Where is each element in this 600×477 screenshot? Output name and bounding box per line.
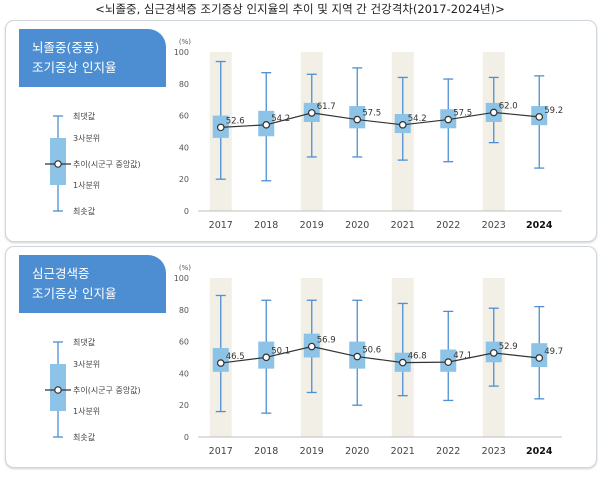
stroke-legend-marker	[54, 160, 62, 168]
stroke-median-marker	[489, 108, 498, 117]
mi-median-marker	[444, 358, 453, 366]
mi-median-data-label: 49.7	[544, 347, 563, 357]
mi-x-tick-label: 2023	[482, 446, 506, 457]
mi-legend-q3-label: 3사분위	[73, 360, 100, 369]
stroke-median-data-label: 61.7	[317, 102, 336, 112]
stroke-y-tick-label: 60	[179, 112, 189, 121]
mi-y-tick-label: 100	[174, 274, 189, 283]
stroke-x-tick-label: 2024	[526, 220, 553, 231]
mi-chart-panel: 심근경색증 조기증상 인지율 (%) 0 20 40 60 80 100 46.5 50.1 56…	[5, 246, 597, 468]
mi-median-data-label: 56.9	[317, 336, 336, 346]
mi-median-data-label: 46.8	[408, 352, 427, 362]
mi-y-tick-label: 20	[179, 401, 189, 410]
stroke-median-marker	[307, 109, 316, 117]
stroke-legend-trend-label: 추이(시군구 중앙값)	[73, 159, 141, 169]
stroke-y-tick-label: 40	[179, 143, 189, 152]
mi-median-marker	[353, 352, 362, 361]
stroke-median-marker	[535, 113, 544, 121]
stroke-median-data-label: 62.0	[499, 101, 518, 111]
mi-legend-max-label: 최댓값	[73, 337, 96, 347]
mi-median-marker	[489, 349, 498, 357]
mi-legend-min-label: 최솟값	[73, 432, 96, 442]
stroke-title-line-1: 뇌졸중(중풍)	[32, 40, 100, 55]
mi-legend-marker	[54, 386, 62, 394]
page-title: <뇌졸중, 심근경색증 조기증상 인지율의 추이 및 지역 간 건강격차(201…	[95, 2, 505, 16]
stroke-x-tick-label: 2023	[482, 220, 506, 231]
mi-median-marker	[398, 358, 407, 367]
mi-median-marker	[535, 354, 544, 362]
stroke-median-data-label: 59.2	[544, 106, 563, 116]
mi-x-tick-label: 2017	[209, 446, 233, 457]
mi-x-tick-label: 2021	[391, 446, 415, 457]
mi-title-line-1: 심근경색증	[32, 266, 90, 281]
mi-median-data-label: 47.1	[453, 351, 472, 361]
mi-x-tick-label: 2020	[345, 446, 369, 457]
stroke-x-tick-label: 2017	[209, 220, 233, 231]
stroke-median-marker	[216, 123, 225, 132]
mi-median-data-label: 52.9	[499, 342, 518, 352]
mi-x-tick-label: 2022	[436, 446, 460, 457]
mi-median-marker	[307, 342, 316, 351]
stroke-median-trend-line	[220, 111, 540, 128]
stroke-median-data-label: 57.5	[362, 109, 381, 119]
mi-chart-title: 심근경색증 조기증상 인지율	[19, 255, 166, 313]
mi-legend-trend-label: 추이(시군구 중앙값)	[73, 385, 141, 395]
stroke-legend-q1-label: 1사분위	[73, 181, 100, 190]
mi-x-tick-label: 2019	[300, 446, 324, 457]
stroke-y-tick-label: 20	[179, 175, 189, 184]
stroke-legend-q3-label: 3사분위	[73, 134, 100, 143]
stroke-x-tick-label: 2022	[436, 220, 460, 231]
stroke-median-data-label: 54.2	[271, 114, 290, 124]
mi-boxplot-chart: (%) 0 20 40 60 80 100 46.5 50.1 56.9 50.6 46.8 47.1 5…	[45, 264, 563, 457]
stroke-title-line-2: 조기증상 인지율	[32, 60, 117, 75]
mi-y-tick-label: 0	[184, 433, 189, 442]
stroke-y-tick-label: 0	[184, 207, 189, 216]
stroke-median-marker	[353, 115, 362, 124]
stroke-median-marker	[262, 121, 271, 129]
stroke-median-marker	[444, 115, 453, 124]
stroke-median-data-label: 52.6	[226, 116, 245, 126]
stroke-median-marker	[398, 121, 407, 129]
stroke-legend-min-label: 최솟값	[73, 206, 96, 216]
stroke-chart-panel: 뇌졸중(중풍) 조기증상 인지율 (%) 0 20 40 60 80 100 52.6 54.2…	[5, 20, 597, 242]
stroke-x-tick-label: 2019	[300, 220, 324, 231]
stroke-legend-max-label: 최댓값	[73, 111, 96, 121]
mi-legend-q1-label: 1사분위	[73, 407, 100, 416]
mi-x-tick-label: 2018	[254, 446, 278, 457]
mi-median-data-label: 46.5	[226, 352, 245, 362]
stroke-y-tick-label: 100	[174, 48, 189, 57]
mi-title-line-2: 조기증상 인지율	[32, 286, 117, 301]
mi-y-tick-label: 60	[179, 338, 189, 347]
stroke-median-data-label: 57.5	[453, 109, 472, 119]
mi-y-tick-label: 40	[179, 369, 189, 378]
mi-median-trend-line	[220, 345, 540, 364]
mi-y-tick-label: 80	[179, 306, 189, 315]
stroke-x-tick-label: 2018	[254, 220, 278, 231]
stroke-boxplot-chart: (%) 0 20 40 60 80 100 52.6 54.2 61.7 57.5 54.2 57.5 6…	[45, 38, 563, 231]
stroke-x-tick-label: 2020	[345, 220, 369, 231]
mi-median-marker	[262, 353, 271, 362]
mi-x-tick-label: 2024	[526, 446, 553, 457]
stroke-median-data-label: 54.2	[408, 114, 427, 124]
stroke-chart-title: 뇌졸중(중풍) 조기증상 인지율	[19, 29, 166, 87]
mi-median-marker	[216, 359, 225, 367]
mi-median-data-label: 50.1	[271, 346, 290, 356]
mi-y-unit-label: (%)	[179, 264, 191, 272]
stroke-y-unit-label: (%)	[179, 38, 191, 46]
mi-median-data-label: 50.6	[362, 346, 381, 356]
stroke-y-tick-label: 80	[179, 80, 189, 89]
stroke-x-tick-label: 2021	[391, 220, 415, 231]
